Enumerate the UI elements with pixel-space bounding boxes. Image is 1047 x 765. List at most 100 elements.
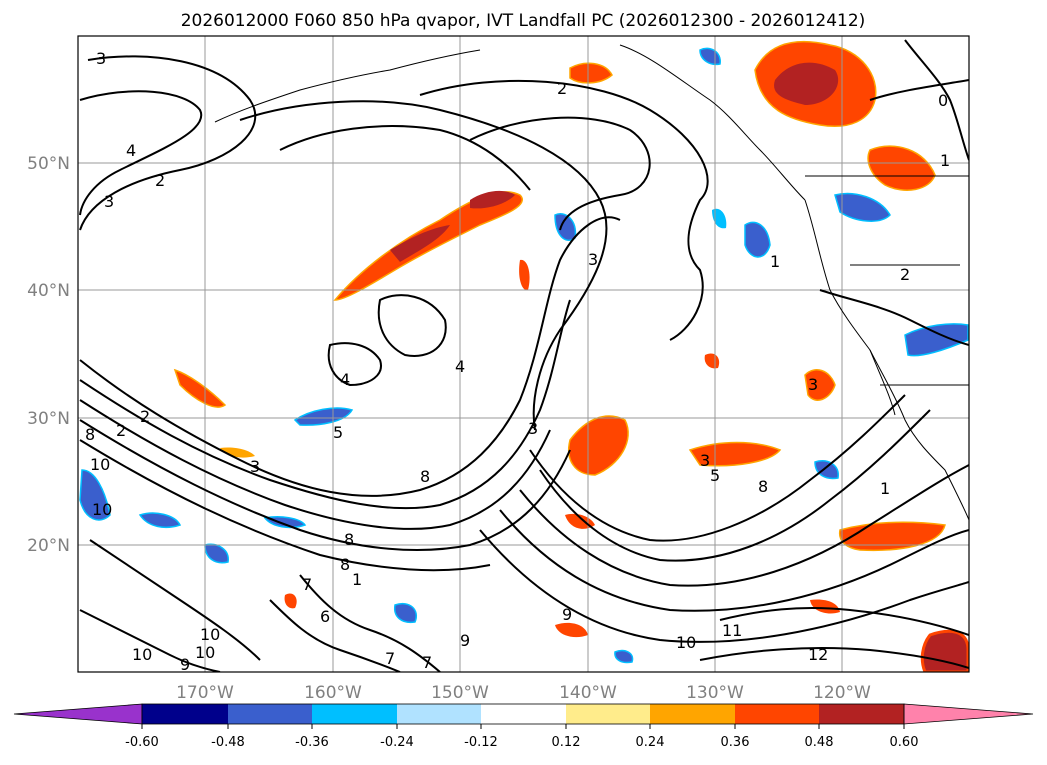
colorbar-tick-labels: -0.60 -0.48 -0.36 -0.24 -0.12 0.12 0.24 … <box>125 735 918 750</box>
colorbar-tick-label: -0.60 <box>125 735 159 750</box>
contour-label: 3 <box>104 192 114 211</box>
map-frame <box>77 35 970 673</box>
coastline-alaska-gulf <box>619 44 806 201</box>
coastlines <box>214 44 969 521</box>
contour-label: 4 <box>126 141 136 160</box>
map-background <box>78 36 969 672</box>
contour-label: 10 <box>195 643 215 662</box>
colorbar-segment <box>566 704 650 724</box>
contour-line <box>539 409 931 562</box>
colorbar-segment <box>650 704 735 724</box>
shaded-region <box>470 190 515 209</box>
contour-line <box>79 90 203 216</box>
lon-label: 130°W <box>686 683 744 703</box>
contour-label: 0 <box>938 91 948 110</box>
contour-label: 2 <box>155 171 165 190</box>
contour-label: 8 <box>85 425 95 444</box>
contour-line <box>869 79 969 101</box>
colorbar-segment <box>397 704 481 724</box>
shaded-region <box>814 460 839 480</box>
contour-label: 11 <box>722 621 742 640</box>
shaded-region <box>519 259 530 291</box>
contour-line <box>79 299 571 510</box>
lon-label: 120°W <box>813 683 871 703</box>
contour-line <box>299 574 441 672</box>
contour-label: 5 <box>333 423 343 442</box>
map-panel: 3 2 4 2 3 2 1 0 1 3 1 2 4 4 3 2 3 3 8 8 <box>77 35 970 674</box>
longitude-labels: 170°W 160°W 150°W 140°W 130°W 120°W <box>176 683 871 703</box>
contour-label: 3 <box>528 419 538 438</box>
shaded-region <box>614 649 634 664</box>
contour-line <box>79 55 257 231</box>
shaded-region <box>569 62 613 84</box>
colorbar-segment <box>228 704 312 724</box>
contour-line <box>904 39 969 161</box>
lon-label: 140°W <box>559 683 617 703</box>
shaded-region <box>568 415 629 476</box>
contour-line <box>419 79 709 341</box>
colorbar-ticks <box>141 724 905 729</box>
colorbar-segment <box>819 704 904 724</box>
shaded-region <box>173 368 227 408</box>
contour-label: 9 <box>180 655 190 674</box>
contour-line <box>377 294 447 357</box>
contour-line <box>819 289 969 346</box>
shaded-region <box>920 629 969 672</box>
colorbar-tick-label: 0.36 <box>721 735 750 750</box>
contour-label: 3 <box>588 250 598 269</box>
contour-line <box>327 342 382 387</box>
contour-line <box>699 647 969 669</box>
shaded-region <box>774 62 839 105</box>
gridlines <box>78 36 969 672</box>
contour-line <box>519 464 969 587</box>
colorbar-tick-label: 0.48 <box>805 735 834 750</box>
shading-layer <box>79 40 969 672</box>
lat-label: 30°N <box>27 409 70 429</box>
contour-label: 8 <box>758 477 768 496</box>
shaded-region <box>834 192 891 222</box>
shaded-region <box>79 469 111 521</box>
contour-label: 1 <box>352 570 362 589</box>
contour-labels: 3 2 4 2 3 2 1 0 1 3 1 2 4 4 3 2 3 3 8 8 <box>85 49 950 674</box>
coastline-alaska <box>214 49 481 123</box>
shaded-region <box>333 191 523 301</box>
contour-label: 10 <box>676 633 696 652</box>
colorbar-tick-label: -0.48 <box>211 735 245 750</box>
lat-label: 20°N <box>27 536 70 556</box>
contour-label: 7 <box>422 653 432 672</box>
lon-label: 170°W <box>176 683 234 703</box>
shaded-region <box>810 599 840 614</box>
lat-label: 40°N <box>27 281 70 301</box>
colorbar: -0.60 -0.48 -0.36 -0.24 -0.12 0.12 0.24 … <box>13 703 1034 750</box>
shaded-region <box>293 407 354 426</box>
contour-label: 10 <box>132 645 152 664</box>
contour-label: 9 <box>460 631 470 650</box>
contour-label: 2 <box>900 265 910 284</box>
contour-line <box>719 607 969 636</box>
contour-line <box>469 116 651 231</box>
contour-label: 2 <box>557 79 567 98</box>
contour-label: 1 <box>880 479 890 498</box>
contour-label: 8 <box>340 555 350 574</box>
contour-line <box>269 599 401 672</box>
colorbar-tick-label: -0.12 <box>464 735 498 750</box>
contour-label: 10 <box>90 455 110 474</box>
shaded-region <box>263 516 307 529</box>
shaded-region <box>555 622 588 638</box>
colorbar-tick-label: 0.60 <box>890 735 919 750</box>
shaded-region <box>712 208 727 229</box>
colorbar-extend-high <box>903 703 1034 725</box>
colorbar-segment <box>142 704 228 724</box>
contour-label: 2 <box>140 407 150 426</box>
contour-label: 3 <box>700 451 710 470</box>
colorbar-tick-label: -0.36 <box>295 735 329 750</box>
contour-label: 3 <box>250 457 260 476</box>
contour-line <box>529 394 906 542</box>
colorbar-segment <box>735 704 819 724</box>
contour-label: 3 <box>96 49 106 68</box>
colorbar-segment <box>481 704 566 724</box>
contour-label: 3 <box>808 375 818 394</box>
contour-label: 10 <box>200 625 220 644</box>
contour-line <box>79 419 571 551</box>
contour-label: 10 <box>92 500 112 519</box>
